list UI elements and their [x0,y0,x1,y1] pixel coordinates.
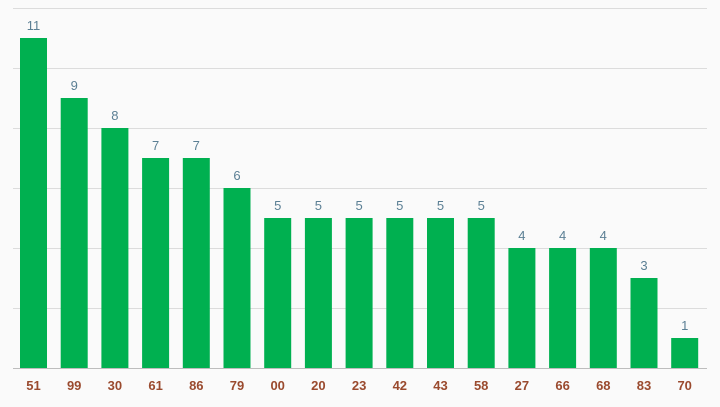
x-tick-label: 83 [637,378,651,393]
x-tick-label: 61 [148,378,162,393]
data-label: 6 [233,168,240,183]
x-tick-label: 43 [433,378,447,393]
data-label: 5 [355,198,362,213]
data-label: 5 [396,198,403,213]
data-label: 5 [315,198,322,213]
data-label: 9 [71,78,78,93]
bar [427,218,454,368]
bar [630,278,658,368]
data-label: 7 [193,138,200,153]
x-tick-label: 51 [26,378,40,393]
bar [223,188,251,368]
x-tick-label: 58 [474,378,488,393]
bar [101,128,129,368]
bar [20,38,47,368]
bars [20,38,699,368]
x-tick-label: 42 [393,378,407,393]
x-tick-label: 30 [108,378,122,393]
data-label: 1 [681,318,688,333]
bar [142,158,170,368]
bar [304,218,332,368]
data-label: 4 [518,228,525,243]
x-tick-label: 99 [67,378,81,393]
data-label: 11 [27,18,41,33]
bar [467,218,495,368]
bar [182,158,210,368]
x-tick-label: 66 [555,378,569,393]
bar [671,338,699,368]
x-tick-label: 70 [677,378,691,393]
x-tick-label: 86 [189,378,203,393]
data-label: 7 [152,138,159,153]
x-tick-label: 27 [515,378,529,393]
x-tick-label: 68 [596,378,610,393]
data-label: 4 [600,228,607,243]
bar [589,248,617,368]
bar [264,218,292,368]
data-label: 5 [274,198,281,213]
bar [345,218,373,368]
bar [508,248,536,368]
data-labels: 11 9 8 7 7 6 5 5 5 5 5 5 4 4 4 3 1 [27,18,689,333]
bar [386,218,414,368]
x-tick-label: 23 [352,378,366,393]
data-label: 3 [640,258,647,273]
data-label: 5 [478,198,485,213]
x-tick-label: 00 [270,378,284,393]
x-tick-label: 79 [230,378,244,393]
x-axis: 51 99 30 61 86 79 00 20 23 42 43 58 27 66 68 83 70 [13,368,707,393]
data-label: 8 [111,108,118,123]
bar [60,98,88,368]
data-label: 5 [437,198,444,213]
x-tick-label: 20 [311,378,325,393]
data-label: 4 [559,228,566,243]
bar [549,248,577,368]
